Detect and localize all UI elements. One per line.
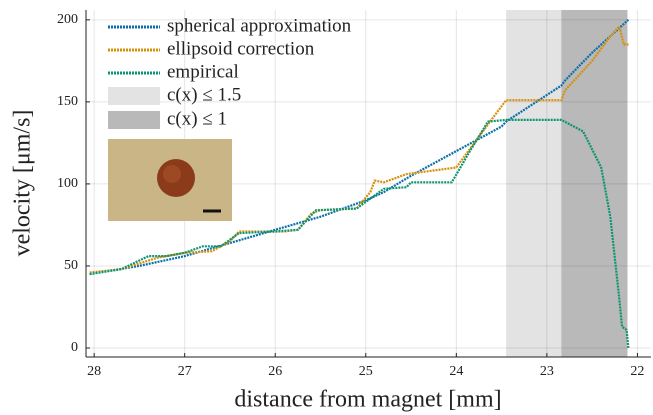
y-tick-label: 150 bbox=[57, 94, 78, 109]
inset-image bbox=[108, 139, 232, 221]
legend-swatch bbox=[108, 111, 160, 129]
x-tick-label: 22 bbox=[630, 364, 644, 379]
x-tick-label: 24 bbox=[449, 364, 463, 379]
y-axis-label: velocity [μm/s] bbox=[10, 110, 36, 257]
shaded-region bbox=[561, 10, 628, 357]
data-line bbox=[89, 18, 630, 276]
x-tick-label: 26 bbox=[268, 364, 282, 379]
legend-label: ellipsoid correction bbox=[167, 38, 315, 59]
legend-label: empirical bbox=[167, 61, 239, 82]
data-line bbox=[89, 118, 630, 349]
legend-swatch bbox=[108, 87, 160, 105]
y-tick-label: 100 bbox=[57, 176, 78, 191]
legend-label: spherical approximation bbox=[167, 15, 352, 36]
legend-label: c(x) ≤ 1 bbox=[167, 108, 227, 129]
y-tick-label: 0 bbox=[71, 340, 78, 355]
x-tick-label: 27 bbox=[178, 364, 192, 379]
particle-highlight bbox=[163, 165, 181, 183]
x-axis-label: distance from magnet [mm] bbox=[234, 387, 501, 413]
x-tick-label: 28 bbox=[87, 364, 101, 379]
y-tick-label: 200 bbox=[57, 12, 78, 27]
x-tick-label: 23 bbox=[540, 364, 554, 379]
data-line bbox=[89, 25, 629, 274]
y-tick-label: 50 bbox=[64, 258, 78, 273]
x-tick-label: 25 bbox=[359, 364, 373, 379]
legend-label: c(x) ≤ 1.5 bbox=[167, 84, 241, 105]
